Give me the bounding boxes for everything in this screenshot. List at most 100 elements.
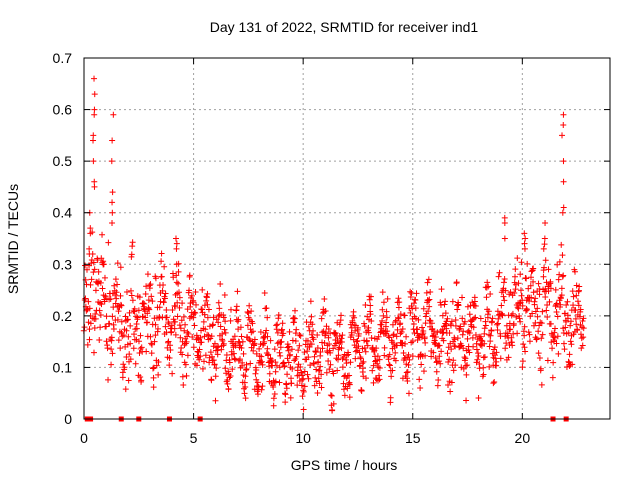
data-point [251, 336, 258, 343]
data-point [86, 326, 93, 333]
data-point [420, 305, 427, 312]
data-point [318, 371, 325, 378]
data-point [575, 302, 582, 309]
data-point [516, 300, 523, 307]
data-point [123, 327, 130, 334]
data-point [573, 292, 580, 299]
data-point [538, 381, 545, 388]
data-point [426, 303, 433, 310]
data-point [126, 309, 133, 316]
data-point [368, 318, 375, 325]
data-point [244, 322, 251, 329]
data-point [92, 310, 99, 317]
data-point [461, 318, 468, 325]
data-point [569, 361, 576, 368]
data-point [383, 314, 390, 321]
data-point [559, 209, 566, 216]
data-point [418, 361, 425, 368]
data-point [134, 314, 141, 321]
data-point [491, 344, 498, 351]
data-point [480, 364, 487, 371]
data-point [91, 91, 98, 98]
data-point [113, 289, 120, 296]
data-point [161, 263, 168, 270]
data-point [176, 322, 183, 329]
data-point [158, 258, 165, 265]
data-point [426, 296, 433, 303]
data-point [466, 330, 473, 337]
data-point [407, 309, 414, 316]
data-point [380, 299, 387, 306]
data-point [435, 377, 442, 384]
data-point [180, 381, 187, 388]
data-point [426, 317, 433, 324]
data-point [274, 329, 281, 336]
data-point [451, 336, 458, 343]
data-point [379, 289, 386, 296]
data-point [117, 301, 124, 308]
data-point [304, 337, 311, 344]
data-point [290, 319, 297, 326]
data-point [136, 294, 143, 301]
data-point [544, 314, 551, 321]
data-point [82, 295, 89, 302]
data-point [310, 336, 317, 343]
data-point [155, 358, 162, 365]
data-point [114, 260, 121, 267]
data-point [427, 288, 434, 295]
data-point [242, 373, 249, 380]
data-point [580, 325, 587, 332]
x-tick-label: 0 [80, 430, 88, 446]
data-point [545, 266, 552, 273]
data-point [143, 348, 150, 355]
data-point [128, 251, 135, 258]
data-point [524, 306, 531, 313]
data-point [374, 360, 381, 367]
data-point [334, 367, 341, 374]
data-point [231, 333, 238, 340]
data-point [351, 314, 358, 321]
data-point [532, 308, 539, 315]
data-point [227, 317, 234, 324]
data-point [196, 356, 203, 363]
data-point [136, 349, 143, 356]
data-point [135, 338, 142, 345]
data-point [462, 355, 469, 362]
data-point [226, 359, 233, 366]
data-point [293, 326, 300, 333]
data-point [195, 349, 202, 356]
data-point [210, 314, 217, 321]
data-point [539, 308, 546, 315]
data-point [550, 359, 557, 366]
data-point [202, 326, 209, 333]
data-point [291, 315, 298, 322]
data-point [408, 290, 415, 297]
data-point [395, 295, 402, 302]
data-points [80, 75, 587, 414]
data-point [339, 332, 346, 339]
data-point [447, 388, 454, 395]
data-point [462, 362, 469, 369]
data-point [488, 319, 495, 326]
data-point [399, 325, 406, 332]
data-point [124, 316, 131, 323]
data-point [307, 362, 314, 369]
data-point [108, 158, 115, 165]
data-point [254, 379, 261, 386]
data-point [448, 346, 455, 353]
data-point [332, 329, 339, 336]
data-point [441, 301, 448, 308]
data-point [340, 354, 347, 361]
data-point [286, 328, 293, 335]
data-point [487, 291, 494, 298]
data-point [483, 294, 490, 301]
data-point [120, 361, 127, 368]
data-point [363, 337, 370, 344]
data-point [326, 366, 333, 373]
data-point [437, 360, 444, 367]
data-point [369, 367, 376, 374]
data-point [147, 281, 154, 288]
data-point [346, 372, 353, 379]
data-point [531, 301, 538, 308]
data-point [573, 321, 580, 328]
